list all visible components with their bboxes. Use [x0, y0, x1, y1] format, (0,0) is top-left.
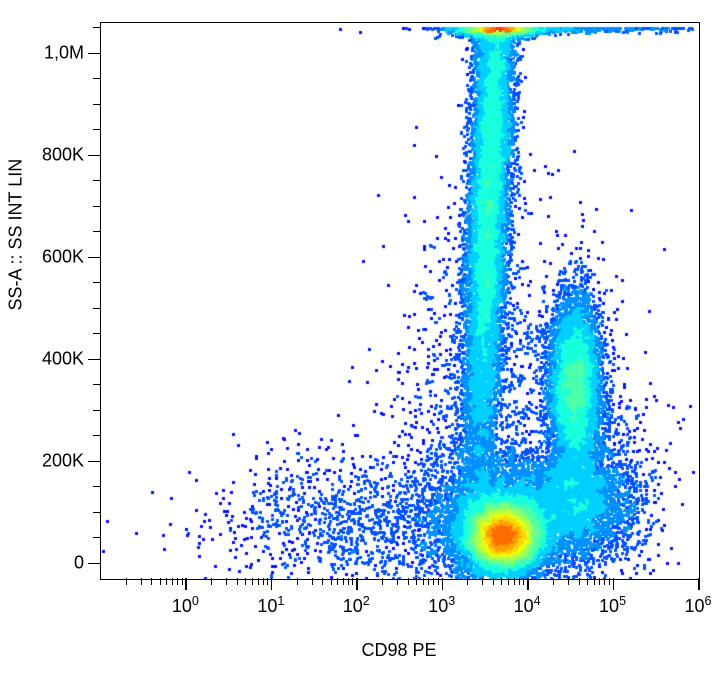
density-canvas: [101, 23, 699, 579]
y-tick-label: 0: [74, 552, 84, 573]
x-tick-label: 103: [428, 594, 455, 617]
x-tick-label: 100: [172, 594, 199, 617]
y-tick-label: 400K: [42, 348, 84, 369]
flow-cytometry-plot: SS-A :: SS INT LIN CD98 PE 0 200K 400K 600K…: [0, 0, 723, 684]
y-tick-label: 200K: [42, 450, 84, 471]
y-axis-label: SS-A :: SS INT LIN: [6, 291, 27, 311]
x-tick-label: 101: [257, 594, 284, 617]
x-tick-label: 106: [684, 594, 711, 617]
y-tick-label: 1,0M: [44, 42, 84, 63]
y-tick-label: 800K: [42, 144, 84, 165]
x-tick-label: 104: [514, 594, 541, 617]
x-tick-label: 102: [343, 594, 370, 617]
x-axis-label: CD98 PE: [299, 640, 499, 661]
y-tick-label: 600K: [42, 246, 84, 267]
plot-area: [100, 22, 700, 580]
x-tick-label: 105: [599, 594, 626, 617]
